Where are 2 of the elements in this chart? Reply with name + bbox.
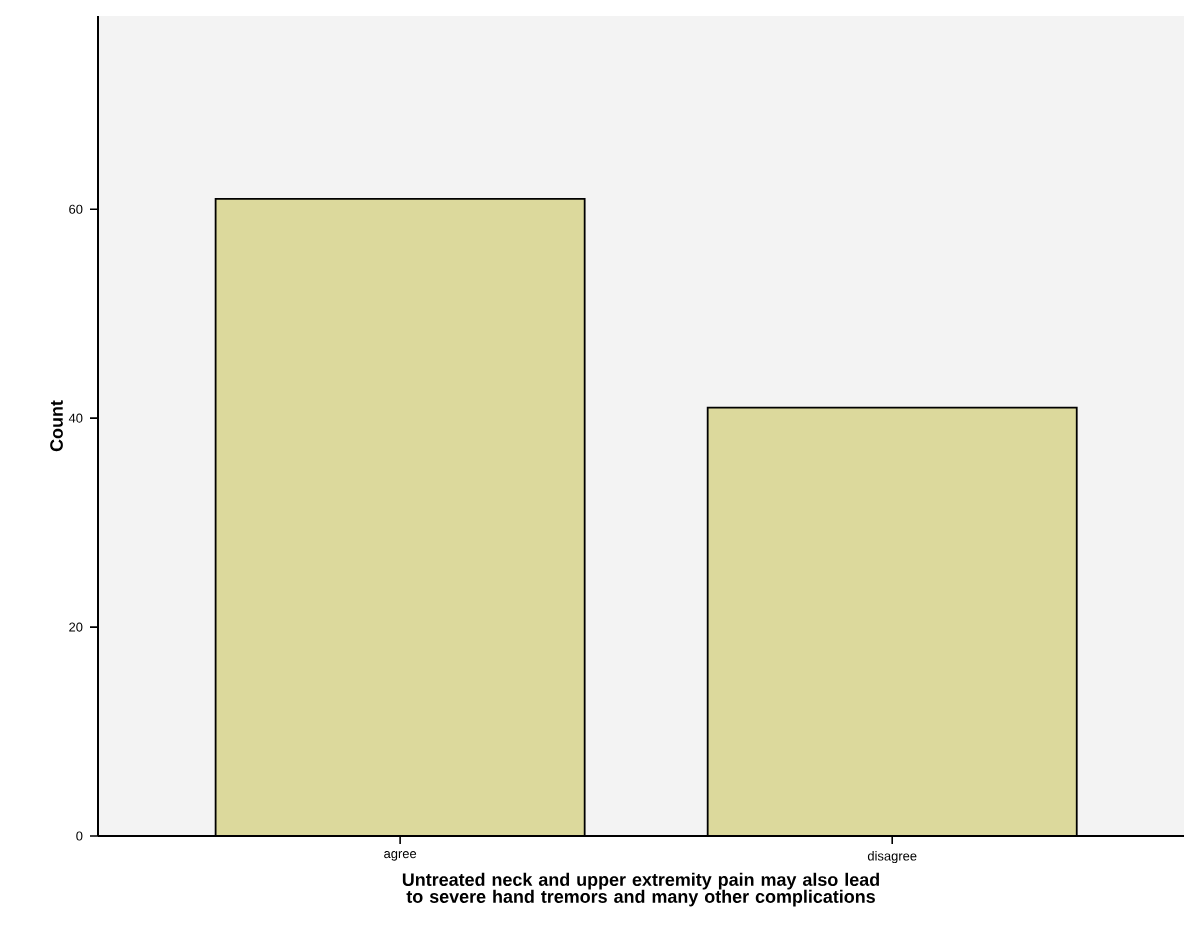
y-axis-title: Count: [50, 400, 63, 452]
x-axis-title: Untreated neck and upper extremity pain may also lead to severe hand tremors and many other complications: [402, 872, 879, 907]
